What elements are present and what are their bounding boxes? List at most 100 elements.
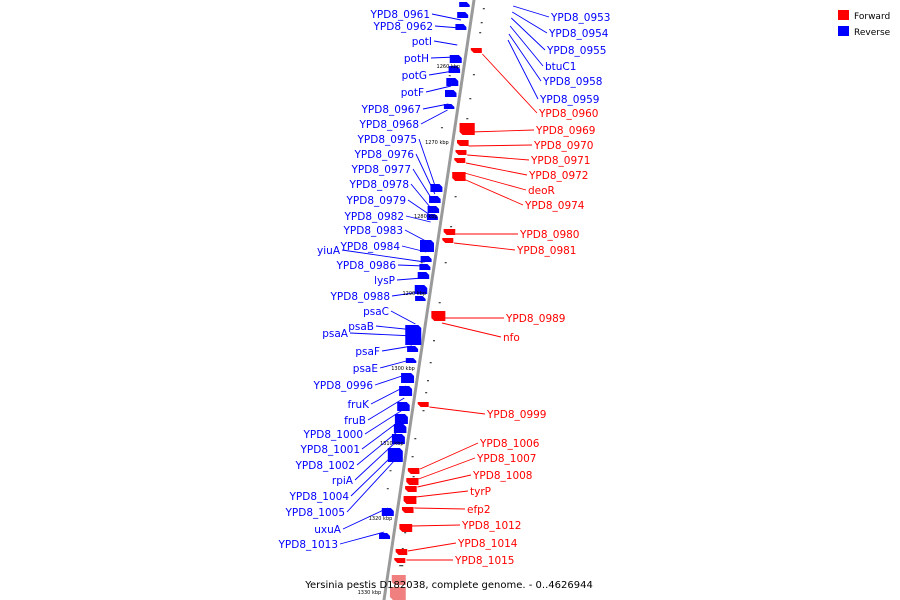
legend-forward-swatch <box>838 10 849 20</box>
leader-line <box>508 33 542 82</box>
gene-features <box>379 2 485 600</box>
reverse-gene-mark <box>399 386 413 396</box>
leader-line <box>507 39 539 100</box>
reverse-gene-label: potG <box>402 70 427 82</box>
reverse-gene-label: YPD8_0988 <box>330 291 390 303</box>
forward-gene-label: tyrP <box>470 486 491 498</box>
forward-gene-label: YPD8_1012 <box>461 520 521 532</box>
forward-gene-mark <box>406 478 419 485</box>
minor-mark <box>438 302 441 304</box>
forward-gene-mark <box>407 468 420 474</box>
reverse-gene-label: fruK <box>347 399 370 411</box>
reverse-gene-label: YPD8_0962 <box>373 21 433 33</box>
reverse-gene-mark <box>449 55 462 63</box>
reverse-gene-mark <box>448 66 461 73</box>
reverse-gene-label: YPD8_0958 <box>542 76 602 88</box>
reverse-gene-mark <box>394 414 408 424</box>
legend: Forward Reverse <box>838 10 891 38</box>
reverse-gene-label: YPD8_0975 <box>357 134 417 146</box>
reverse-gene-label: YPD8_1004 <box>289 491 350 503</box>
forward-gene-mark <box>401 507 414 513</box>
minor-mark <box>412 476 415 478</box>
leader-line <box>512 5 550 18</box>
reverse-gene-mark <box>420 256 432 262</box>
forward-gene-label: YPD8_1015 <box>454 555 514 567</box>
minor-mark <box>454 196 457 198</box>
leader-line <box>429 406 486 415</box>
forward-gene-label: YPD8_0980 <box>519 229 579 241</box>
reverse-gene-mark <box>455 24 467 30</box>
minor-mark <box>386 488 389 490</box>
leader-line <box>467 154 530 161</box>
leader-line <box>414 507 466 510</box>
genome-caption: Yersinia pestis D182038, complete genome… <box>304 580 593 591</box>
reverse-gene-label: YPD8_0967 <box>361 104 421 116</box>
backbone-line <box>382 0 476 600</box>
kbp-ticks: 1260 kbp 1270 kbp 1280 kbp 1290 kbp 1300 kbp… <box>358 64 460 596</box>
leader-line <box>381 345 413 352</box>
forward-gene-mark <box>455 150 467 155</box>
minor-mark <box>401 548 404 550</box>
leader-line <box>379 359 411 369</box>
forward-gene-label: YPD8_0989 <box>505 313 565 325</box>
minor-mark <box>466 118 469 120</box>
leader-lines <box>339 5 550 561</box>
reverse-gene-label: YPD8_1001 <box>300 444 360 456</box>
reverse-gene-label: YPD8_1002 <box>295 460 355 472</box>
reverse-gene-label: YPD8_0984 <box>340 241 401 253</box>
reverse-gene-mark <box>379 533 391 539</box>
legend-forward-label: Forward <box>854 12 890 22</box>
leader-line <box>415 490 469 498</box>
leader-line <box>411 524 461 527</box>
minor-mark <box>422 410 425 412</box>
reverse-gene-label: YPD8_1013 <box>278 539 338 551</box>
reverse-gene-mark <box>429 196 441 203</box>
leader-line <box>418 457 476 480</box>
forward-gene-label: YPD8_0974 <box>524 200 585 212</box>
forward-gene-mark <box>457 140 469 146</box>
leader-line <box>346 459 396 513</box>
forward-gene-label: nfo <box>503 332 520 344</box>
minor-mark <box>444 262 447 264</box>
minor-mark <box>479 32 482 34</box>
kbp-tick-label: 1300 kbp <box>391 366 415 372</box>
reverse-gene-label: yiuA <box>317 245 341 257</box>
minor-mark <box>480 22 483 24</box>
forward-gene-label: efp2 <box>467 504 491 516</box>
leader-line <box>417 474 472 488</box>
minor-mark <box>399 565 404 567</box>
leader-line <box>511 11 548 34</box>
reverse-gene-mark <box>445 90 457 97</box>
reverse-gene-label: YPD8_0953 <box>550 12 610 24</box>
reverse-gene-label: YPD8_0961 <box>370 9 430 21</box>
leader-line <box>390 310 416 325</box>
forward-gene-label: YPD8_0999 <box>486 409 546 421</box>
leader-line <box>349 332 414 337</box>
leader-line <box>453 242 516 251</box>
leader-line <box>425 85 452 93</box>
leader-line <box>482 53 538 114</box>
leader-line <box>407 199 432 217</box>
reverse-gene-label: YPD8_1000 <box>303 429 363 441</box>
leader-line <box>464 172 527 191</box>
forward-gene-label: YPD8_1007 <box>476 453 536 465</box>
kbp-tick-label: 1320 kbp <box>369 516 393 522</box>
kbp-tick-label: 1270 kbp <box>425 140 449 146</box>
reverse-gene-label: YPD8_0959 <box>539 94 599 106</box>
leader-line <box>420 109 448 125</box>
genome-backbone <box>382 0 476 600</box>
reverse-gene-label: lysP <box>374 275 395 287</box>
leader-line <box>405 215 431 223</box>
forward-gene-mark <box>454 158 466 163</box>
reverse-gene-label: YPD8_0983 <box>343 225 403 237</box>
kbp-tick-label: 1330 kbp <box>358 590 382 596</box>
leader-line <box>468 144 533 147</box>
reverse-gene-mark <box>401 373 415 383</box>
kbp-tick-label: 1280 kbp <box>414 214 438 220</box>
leader-line <box>441 322 502 338</box>
forward-gene-mark <box>389 587 406 600</box>
leader-line <box>367 397 405 421</box>
reverse-gene-label: psaC <box>363 306 389 318</box>
reverse-gene-mark <box>430 184 443 192</box>
reverse-gene-label: psaE <box>353 363 378 375</box>
